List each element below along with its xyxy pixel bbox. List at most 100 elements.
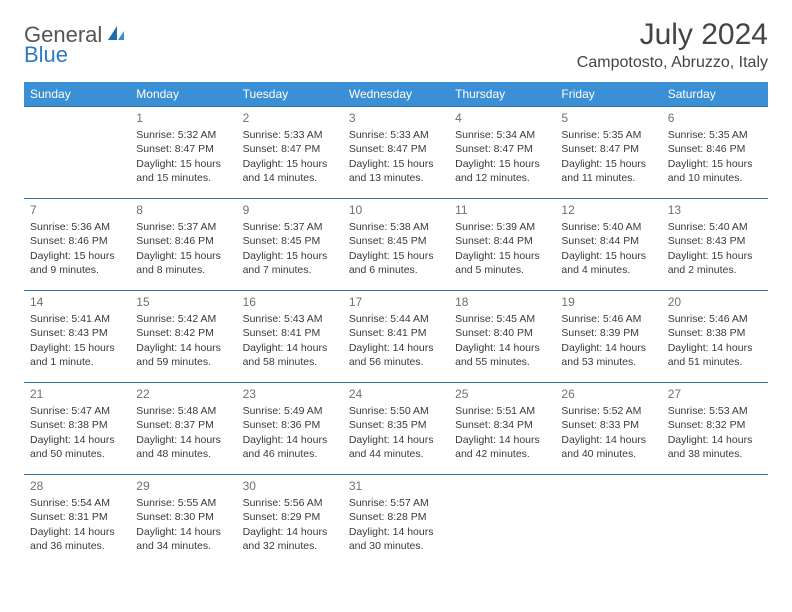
day-number: 27 (668, 386, 762, 402)
calendar-cell: 3Sunrise: 5:33 AMSunset: 8:47 PMDaylight… (343, 107, 449, 199)
day-number: 26 (561, 386, 655, 402)
calendar-cell: 28Sunrise: 5:54 AMSunset: 8:31 PMDayligh… (24, 475, 130, 567)
calendar-cell: 19Sunrise: 5:46 AMSunset: 8:39 PMDayligh… (555, 291, 661, 383)
daylight-text: Daylight: 15 hours and 14 minutes. (243, 157, 337, 185)
daylight-text: Daylight: 14 hours and 56 minutes. (349, 341, 443, 369)
calendar-cell: 14Sunrise: 5:41 AMSunset: 8:43 PMDayligh… (24, 291, 130, 383)
sunrise-text: Sunrise: 5:50 AM (349, 404, 443, 418)
daylight-text: Daylight: 14 hours and 58 minutes. (243, 341, 337, 369)
calendar-cell: 4Sunrise: 5:34 AMSunset: 8:47 PMDaylight… (449, 107, 555, 199)
day-number: 3 (349, 110, 443, 126)
daylight-text: Daylight: 14 hours and 53 minutes. (561, 341, 655, 369)
calendar-cell: 20 Sunrise: 5:46 AMSunset: 8:38 PMDayligh… (662, 291, 768, 383)
daylight-text: Daylight: 14 hours and 38 minutes. (668, 433, 762, 461)
sunrise-text: Sunrise: 5:44 AM (349, 312, 443, 326)
day-number: 9 (243, 202, 337, 218)
sunset-text: Sunset: 8:42 PM (136, 326, 230, 340)
day-number: 12 (561, 202, 655, 218)
daylight-text: Daylight: 15 hours and 8 minutes. (136, 249, 230, 277)
weekday-header: Friday (555, 82, 661, 107)
weekday-header-row: Sunday Monday Tuesday Wednesday Thursday… (24, 82, 768, 107)
daylight-text: Daylight: 14 hours and 34 minutes. (136, 525, 230, 553)
day-number: 21 (30, 386, 124, 402)
daylight-text: Daylight: 14 hours and 55 minutes. (455, 341, 549, 369)
day-number: 2 (243, 110, 337, 126)
daylight-text: Daylight: 15 hours and 15 minutes. (136, 157, 230, 185)
sunset-text: Sunset: 8:41 PM (243, 326, 337, 340)
day-number: 20 (668, 294, 762, 310)
sunrise-text: Sunrise: 5:53 AM (668, 404, 762, 418)
day-number: 10 (349, 202, 443, 218)
sunset-text: Sunset: 8:37 PM (136, 418, 230, 432)
calendar-cell: 8Sunrise: 5:37 AMSunset: 8:46 PMDaylight… (130, 199, 236, 291)
sunrise-text: Sunrise: 5:55 AM (136, 496, 230, 510)
sunset-text: Sunset: 8:46 PM (668, 142, 762, 156)
day-number: 22 (136, 386, 230, 402)
calendar-cell: 30Sunrise: 5:56 AMSunset: 8:29 PMDayligh… (237, 475, 343, 567)
day-number: 28 (30, 478, 124, 494)
sunrise-text: Sunrise: 5:47 AM (30, 404, 124, 418)
calendar-cell: 6Sunrise: 5:35 AMSunset: 8:46 PMDaylight… (662, 107, 768, 199)
daylight-text: Daylight: 15 hours and 11 minutes. (561, 157, 655, 185)
sunset-text: Sunset: 8:47 PM (349, 142, 443, 156)
sunset-text: Sunset: 8:38 PM (668, 326, 762, 340)
day-number: 1 (136, 110, 230, 126)
day-number: 30 (243, 478, 337, 494)
sunrise-text: Sunrise: 5:42 AM (136, 312, 230, 326)
day-number: 14 (30, 294, 124, 310)
day-number: 13 (668, 202, 762, 218)
daylight-text: Daylight: 15 hours and 4 minutes. (561, 249, 655, 277)
sunrise-text: Sunrise: 5:46 AM (668, 312, 762, 326)
sunset-text: Sunset: 8:44 PM (455, 234, 549, 248)
calendar-cell (662, 475, 768, 567)
sunset-text: Sunset: 8:35 PM (349, 418, 443, 432)
sunset-text: Sunset: 8:47 PM (561, 142, 655, 156)
sunrise-text: Sunrise: 5:48 AM (136, 404, 230, 418)
sunset-text: Sunset: 8:47 PM (136, 142, 230, 156)
sunrise-text: Sunrise: 5:45 AM (455, 312, 549, 326)
day-number: 18 (455, 294, 549, 310)
calendar-table: Sunday Monday Tuesday Wednesday Thursday… (24, 82, 768, 566)
day-number: 16 (243, 294, 337, 310)
sunset-text: Sunset: 8:43 PM (30, 326, 124, 340)
calendar-cell: 26Sunrise: 5:52 AMSunset: 8:33 PMDayligh… (555, 383, 661, 475)
day-number: 8 (136, 202, 230, 218)
calendar-cell (555, 475, 661, 567)
day-number: 19 (561, 294, 655, 310)
sunrise-text: Sunrise: 5:33 AM (243, 128, 337, 142)
calendar-cell: 15Sunrise: 5:42 AMSunset: 8:42 PMDayligh… (130, 291, 236, 383)
calendar-cell: 23Sunrise: 5:49 AMSunset: 8:36 PMDayligh… (237, 383, 343, 475)
calendar-cell: 5Sunrise: 5:35 AMSunset: 8:47 PMDaylight… (555, 107, 661, 199)
sunset-text: Sunset: 8:45 PM (349, 234, 443, 248)
calendar-cell: 29Sunrise: 5:55 AMSunset: 8:30 PMDayligh… (130, 475, 236, 567)
weekday-header: Tuesday (237, 82, 343, 107)
daylight-text: Daylight: 15 hours and 5 minutes. (455, 249, 549, 277)
sunrise-text: Sunrise: 5:37 AM (243, 220, 337, 234)
day-number: 11 (455, 202, 549, 218)
daylight-text: Daylight: 14 hours and 32 minutes. (243, 525, 337, 553)
sunrise-text: Sunrise: 5:49 AM (243, 404, 337, 418)
daylight-text: Daylight: 14 hours and 50 minutes. (30, 433, 124, 461)
daylight-text: Daylight: 14 hours and 51 minutes. (668, 341, 762, 369)
sunset-text: Sunset: 8:29 PM (243, 510, 337, 524)
sunset-text: Sunset: 8:28 PM (349, 510, 443, 524)
day-number: 23 (243, 386, 337, 402)
logo-sub: Blue (24, 42, 68, 68)
calendar-row: 28Sunrise: 5:54 AMSunset: 8:31 PMDayligh… (24, 475, 768, 567)
calendar-cell: 22Sunrise: 5:48 AMSunset: 8:37 PMDayligh… (130, 383, 236, 475)
sunset-text: Sunset: 8:47 PM (243, 142, 337, 156)
day-number: 7 (30, 202, 124, 218)
daylight-text: Daylight: 14 hours and 59 minutes. (136, 341, 230, 369)
month-title: July 2024 (577, 18, 768, 52)
weekday-header: Saturday (662, 82, 768, 107)
sunrise-text: Sunrise: 5:41 AM (30, 312, 124, 326)
daylight-text: Daylight: 14 hours and 30 minutes. (349, 525, 443, 553)
calendar-cell: 10Sunrise: 5:38 AMSunset: 8:45 PMDayligh… (343, 199, 449, 291)
day-number: 31 (349, 478, 443, 494)
sunset-text: Sunset: 8:31 PM (30, 510, 124, 524)
sunrise-text: Sunrise: 5:37 AM (136, 220, 230, 234)
sunrise-text: Sunrise: 5:38 AM (349, 220, 443, 234)
calendar-cell: 1Sunrise: 5:32 AMSunset: 8:47 PMDaylight… (130, 107, 236, 199)
sunset-text: Sunset: 8:44 PM (561, 234, 655, 248)
sunrise-text: Sunrise: 5:51 AM (455, 404, 549, 418)
